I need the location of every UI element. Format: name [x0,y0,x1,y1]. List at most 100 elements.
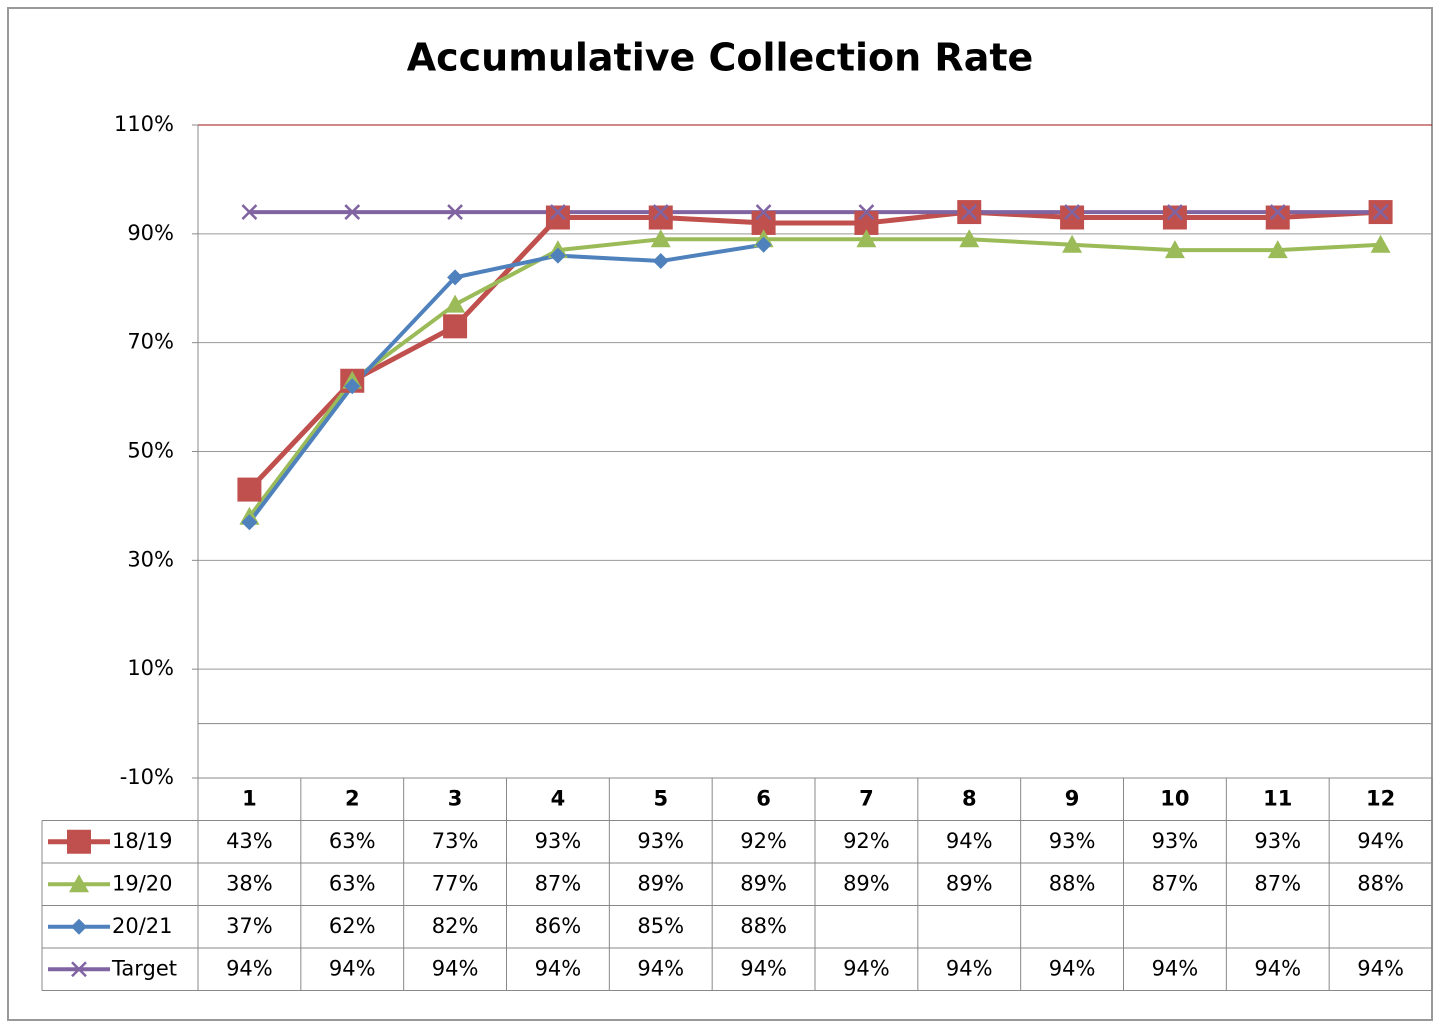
marker [959,229,980,248]
y-tick-label: 50% [127,439,174,463]
table-value: 86% [535,914,582,938]
marker [1269,204,1286,220]
x-tick-label: 8 [962,786,977,810]
marker [445,294,466,313]
table-value: 94% [637,956,684,980]
series-line [247,237,1381,519]
chart-title: Accumulative Collection Rate [407,36,1034,80]
table-value: 94% [535,956,582,980]
table-value: 88% [1049,871,1096,895]
marker [1162,205,1187,230]
x-tick-label: 1 [242,786,257,810]
table-value: 94% [946,829,993,853]
marker [1064,204,1080,220]
table-value: 93% [1049,829,1096,853]
table-value: 92% [843,829,890,853]
marker [241,514,258,531]
marker [652,204,669,220]
legend-label: 19/20 [112,871,173,895]
table-value: 89% [843,871,890,895]
marker [447,269,464,286]
table-value: 88% [1357,871,1404,895]
table-value: 43% [226,829,273,853]
marker [237,477,262,502]
table-value: 37% [226,914,273,938]
y-tick-label: 90% [127,221,174,245]
x-tick-label: 6 [756,786,771,810]
marker [344,378,361,395]
x-tick-label: 7 [859,786,874,810]
table-value: 94% [1357,829,1404,853]
marker [443,314,468,339]
table-value: 63% [329,829,376,853]
legend-label: 20/21 [112,914,173,938]
table-value: 94% [1049,956,1096,980]
legend-marker [71,918,87,935]
marker [650,229,671,248]
x-tick-label: 5 [653,786,668,810]
marker [1372,204,1389,220]
x-tick-label: 12 [1366,786,1395,810]
table-value: 93% [1254,829,1301,853]
marker [1062,234,1083,253]
marker [1167,204,1183,220]
table-value: 94% [843,956,890,980]
table-value: 87% [1152,871,1199,895]
marker [550,204,566,220]
table-value: 94% [946,956,993,980]
legend-label: 18/19 [112,829,173,853]
table-value: 93% [535,829,582,853]
table-value: 62% [329,914,376,938]
table-value: 87% [535,871,582,895]
table-value: 63% [329,871,376,895]
table-value: 89% [740,871,787,895]
table-value: 89% [637,871,684,895]
table-value: 94% [226,956,273,980]
marker [856,229,877,248]
marker [1370,234,1391,253]
table-value: 77% [432,871,479,895]
series-line [247,209,1381,492]
x-tick-label: 4 [551,786,566,810]
legend-marker [69,874,89,893]
table-value: 88% [740,914,787,938]
y-tick-label: 30% [127,547,174,571]
y-tick-label: 10% [127,656,174,680]
marker [755,204,772,220]
table-value: 94% [1357,956,1404,980]
table-value: 94% [432,956,479,980]
legend-marker [71,961,87,978]
table-value: 94% [329,956,376,980]
table-value: 94% [740,956,787,980]
table-value: 93% [637,829,684,853]
marker [755,236,772,253]
y-tick-label: -10% [120,765,174,789]
x-tick-label: 11 [1263,786,1292,810]
marker [1267,240,1288,259]
table-value: 94% [1152,956,1199,980]
marker [1060,205,1085,230]
table-value: 73% [432,829,479,853]
marker [648,205,673,230]
marker [549,247,566,264]
marker [1164,240,1185,259]
table-value: 92% [740,829,787,853]
legend-marker [67,829,91,854]
legend-label: Target [111,956,177,980]
marker [241,204,258,220]
x-tick-label: 9 [1065,786,1080,810]
marker [652,253,669,270]
table-value: 85% [637,914,684,938]
marker [545,205,570,230]
table-value: 94% [1254,956,1301,980]
marker [858,204,875,220]
table-value: 93% [1152,829,1199,853]
table-value: 89% [946,871,993,895]
series-line [247,242,764,524]
y-tick-label: 110% [114,112,174,136]
marker [961,204,978,220]
marker [447,204,463,220]
x-tick-label: 3 [448,786,463,810]
table-value: 82% [432,914,479,938]
